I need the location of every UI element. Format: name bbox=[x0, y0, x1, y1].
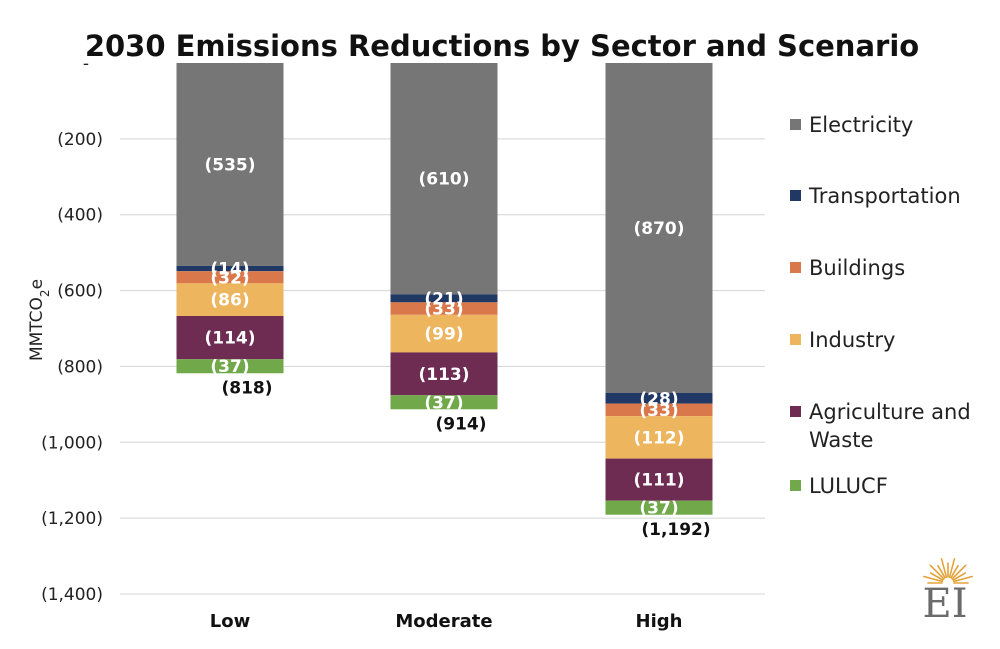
segment-value-label: (21) bbox=[424, 289, 463, 309]
sunburst-ray bbox=[950, 564, 959, 579]
total-label: (818) bbox=[221, 378, 272, 398]
legend-label: Buildings bbox=[809, 256, 905, 280]
legend-swatch bbox=[790, 334, 801, 345]
legend-swatch bbox=[790, 119, 801, 130]
segment-value-label: (112) bbox=[633, 428, 684, 448]
segment-value-label: (33) bbox=[639, 401, 678, 421]
sunburst-ray bbox=[940, 558, 948, 579]
total-labels: (818) (914) (1,192) bbox=[221, 378, 710, 540]
bar-segment-electricity bbox=[176, 63, 284, 266]
sunburst-ray bbox=[923, 575, 944, 583]
segment-value-label: (535) bbox=[204, 155, 255, 175]
y-tick-label: - bbox=[83, 54, 89, 74]
legend-swatch bbox=[790, 406, 801, 417]
segment-labels: (535)(14)(32)(86)(114)(37)(610)(21)(33)(… bbox=[204, 155, 684, 518]
category-label: Low bbox=[210, 611, 250, 632]
segment-value-label: (114) bbox=[204, 329, 255, 349]
bar-segment-buildings bbox=[390, 302, 498, 315]
segment-value-label: (37) bbox=[210, 357, 249, 377]
segment-value-label: (113) bbox=[418, 365, 469, 385]
y-tick-label: (1,000) bbox=[41, 433, 103, 453]
segment-value-label: (33) bbox=[424, 300, 463, 320]
bar-segment-electricity bbox=[605, 63, 713, 393]
category-label: Moderate bbox=[395, 611, 492, 632]
bar-segment-lulucf bbox=[390, 395, 498, 410]
bars bbox=[176, 63, 713, 515]
bar-segment-agriculture-and-waste bbox=[605, 458, 713, 501]
bar-segment-lulucf bbox=[176, 359, 284, 374]
total-label: (914) bbox=[435, 415, 486, 435]
segment-value-label: (99) bbox=[424, 325, 463, 345]
bar-segment-industry bbox=[390, 314, 498, 353]
bar-segment-transportation bbox=[605, 392, 713, 404]
segment-value-label: (14) bbox=[210, 260, 249, 280]
bar-segment-electricity bbox=[390, 63, 498, 295]
segment-value-label: (28) bbox=[639, 389, 678, 409]
bar-segment-industry bbox=[176, 283, 284, 316]
y-axis-ticks: - (200) (400) (600) (800) (1,000) (1,200) (1,40… bbox=[41, 54, 103, 605]
bar-segment-transportation bbox=[390, 294, 498, 303]
segment-value-label: (86) bbox=[210, 291, 249, 311]
y-tick-label: (1,200) bbox=[41, 509, 103, 529]
legend-swatch bbox=[790, 480, 801, 491]
category-label: High bbox=[636, 611, 683, 632]
legend-label: Transportation bbox=[808, 184, 961, 208]
y-tick-label: (1,400) bbox=[41, 585, 103, 605]
segment-value-label: (37) bbox=[424, 393, 463, 413]
y-axis-label: MMTCO2e bbox=[27, 279, 52, 361]
chart-title: 2030 Emissions Reductions by Sector and … bbox=[85, 29, 919, 63]
sunburst-ray bbox=[952, 572, 967, 581]
total-label: (1,192) bbox=[641, 520, 710, 540]
bar-segment-buildings bbox=[176, 271, 284, 284]
sunburst-ray bbox=[948, 558, 956, 579]
sunburst-ray bbox=[937, 564, 946, 579]
category-labels: Low Moderate High bbox=[210, 611, 683, 632]
legend-label: Industry bbox=[809, 328, 895, 352]
sunburst-ray bbox=[929, 564, 945, 580]
y-tick-label: (800) bbox=[57, 357, 103, 377]
sunburst-ray bbox=[951, 564, 967, 580]
legend-swatch bbox=[790, 190, 801, 201]
segment-value-label: (870) bbox=[633, 219, 684, 239]
bar-segment-industry bbox=[605, 416, 713, 459]
segment-value-label: (32) bbox=[210, 268, 249, 288]
logo-text: EI bbox=[923, 581, 968, 627]
legend: Electricity Transportation Buildings Indust… bbox=[790, 113, 971, 498]
legend-label: Electricity bbox=[809, 113, 913, 137]
segment-value-label: (610) bbox=[418, 170, 469, 190]
y-tick-label: (400) bbox=[57, 206, 103, 226]
sunburst-ray bbox=[929, 572, 944, 581]
bar-segment-agriculture-and-waste bbox=[390, 352, 498, 396]
legend-label: LULUCF bbox=[809, 474, 888, 498]
bar-segment-transportation bbox=[176, 265, 284, 272]
bar-segment-agriculture-and-waste bbox=[176, 315, 284, 360]
y-tick-label: (200) bbox=[57, 130, 103, 150]
bar-segment-buildings bbox=[605, 403, 713, 417]
sunburst-icon bbox=[923, 558, 973, 584]
legend-swatch bbox=[790, 262, 801, 273]
legend-label: Agriculture and bbox=[809, 400, 971, 424]
bar-segment-lulucf bbox=[605, 500, 713, 515]
legend-label: Waste bbox=[809, 428, 873, 452]
y-tick-label: (600) bbox=[57, 282, 103, 302]
segment-value-label: (111) bbox=[633, 471, 684, 491]
sunburst-ray bbox=[952, 575, 973, 583]
ei-logo: EI bbox=[923, 558, 973, 627]
segment-value-label: (37) bbox=[639, 499, 678, 519]
